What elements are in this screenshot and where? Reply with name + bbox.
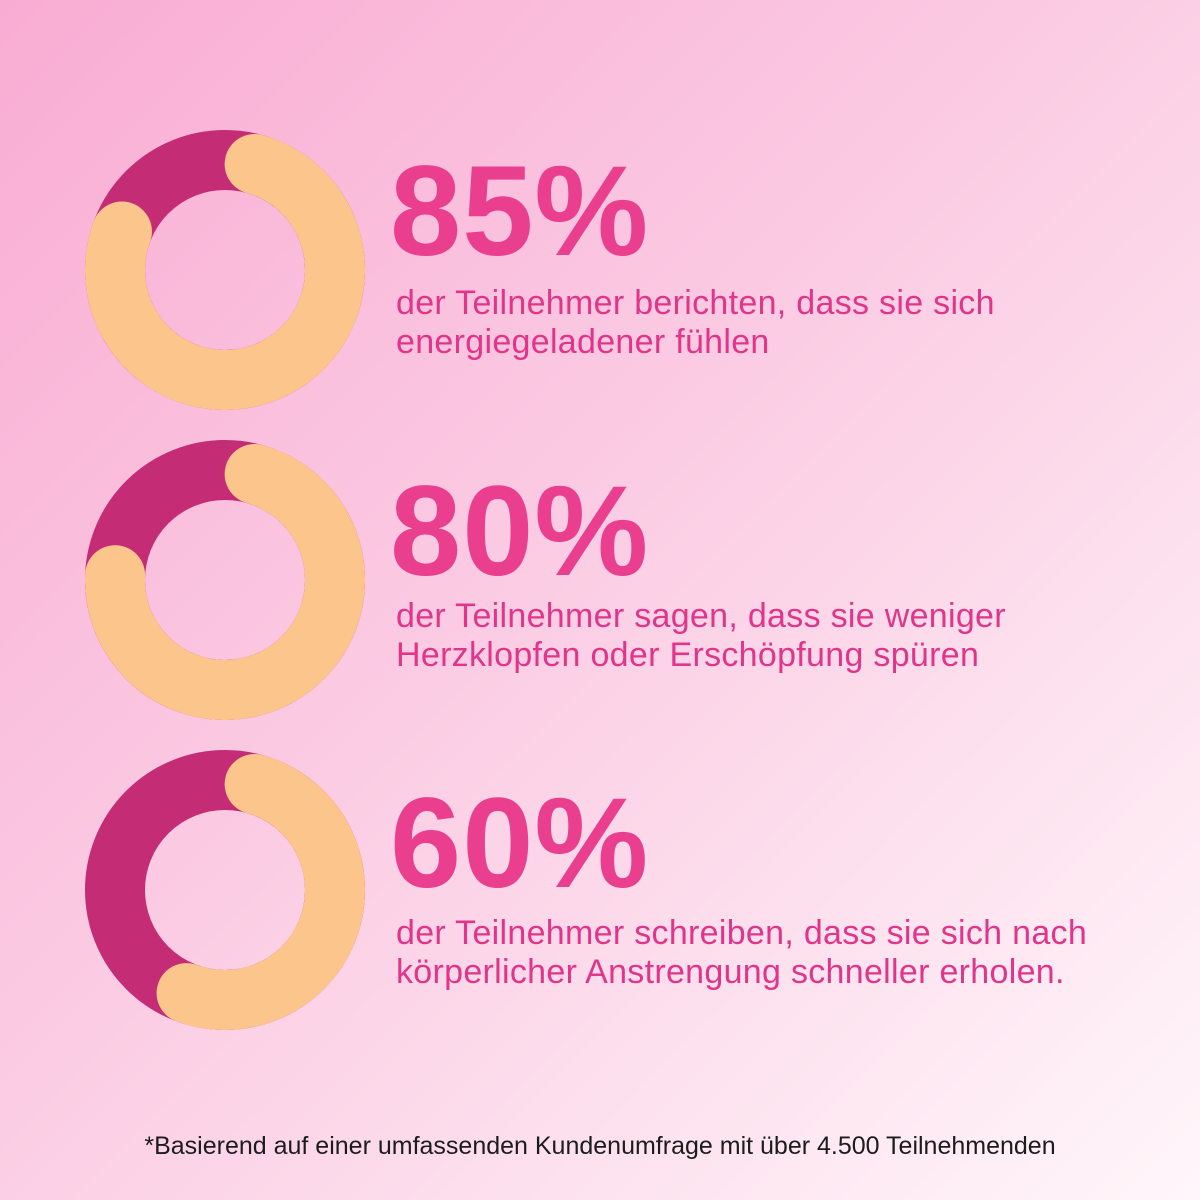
stat-percent-recovery: 60% xyxy=(390,772,650,915)
donut-progress-segment-recovery xyxy=(85,750,365,1030)
stat-recovery: 60% der Teilnehmer schreiben, dass sie s… xyxy=(0,750,1200,1050)
donut-chart-heart xyxy=(85,440,365,720)
donut-chart-energy xyxy=(85,130,365,410)
stat-percent-energy: 85% xyxy=(390,140,650,283)
stat-description-heart: der Teilnehmer sagen, dass sie weniger H… xyxy=(396,597,1006,674)
stat-description-energy: der Teilnehmer berichten, dass sie sich … xyxy=(396,284,995,361)
stat-description-recovery: der Teilnehmer schreiben, dass sie sich … xyxy=(396,914,1088,991)
stat-percent-heart: 80% xyxy=(390,460,650,603)
donut-chart-recovery xyxy=(85,750,365,1030)
donut-progress-segment-heart xyxy=(85,440,365,720)
stat-energy: 85% der Teilnehmer berichten, dass sie s… xyxy=(0,130,1200,430)
stat-heart: 80% der Teilnehmer sagen, dass sie wenig… xyxy=(0,440,1200,740)
footnote: *Basierend auf einer umfassenden Kundenu… xyxy=(144,1132,1056,1160)
donut-progress-segment-energy xyxy=(85,130,365,410)
